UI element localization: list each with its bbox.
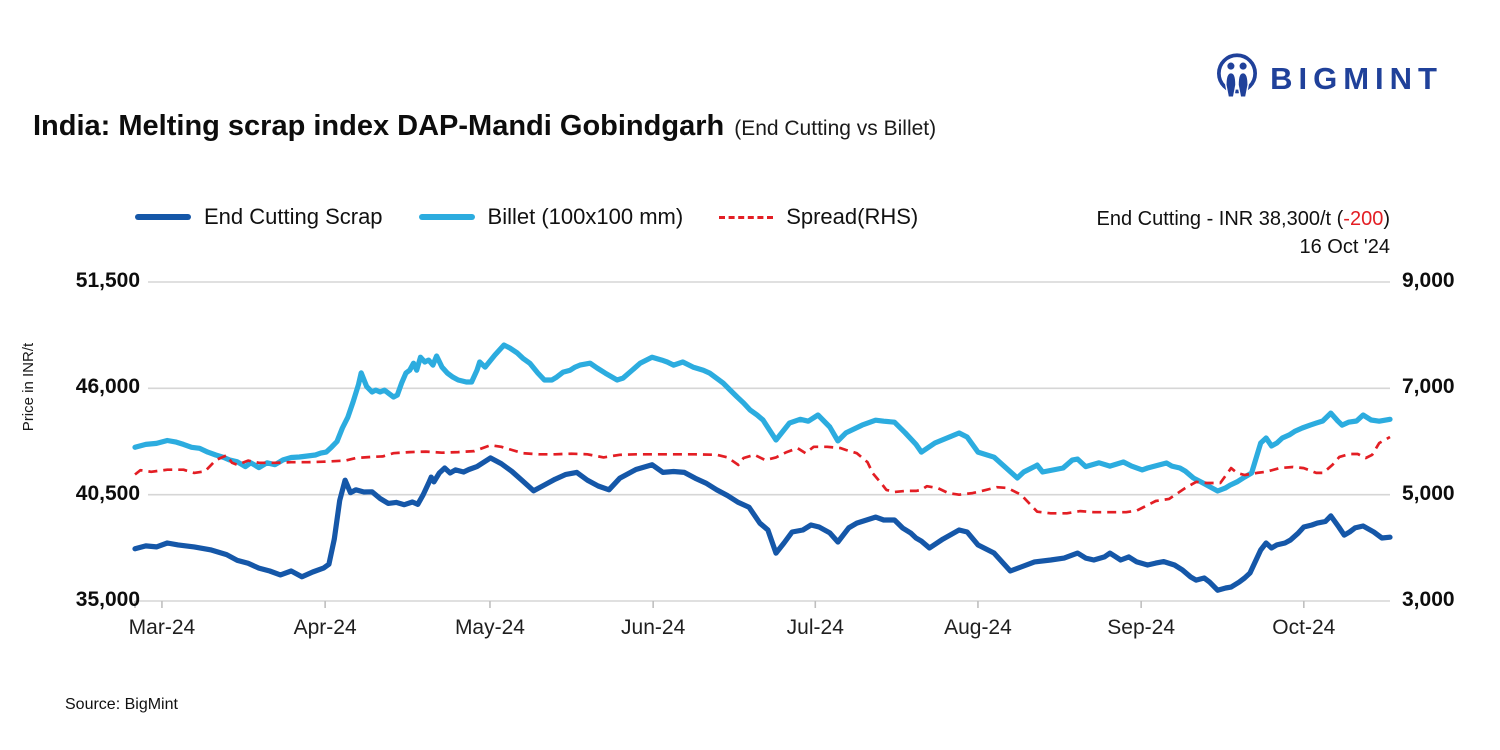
series-line-spread-rhs <box>134 435 1391 515</box>
bigmint-logo: BIGMINT <box>1214 50 1443 107</box>
legend-item-2: Spread(RHS) <box>719 204 918 230</box>
legend-swatch-line <box>135 214 191 220</box>
legend-item-1: Billet (100x100 mm) <box>418 204 684 230</box>
legend-item-0: End Cutting Scrap <box>135 204 383 230</box>
x-tick-label: Oct-24 <box>1272 616 1336 639</box>
x-tick-label: Sep-24 <box>1107 616 1175 639</box>
x-tick-label: Apr-24 <box>293 616 357 639</box>
bigmint-logo-text: BIGMINT <box>1270 60 1443 96</box>
y-right-tick-label: 5,000 <box>1402 481 1455 505</box>
source-note: Source: BigMint <box>65 696 178 713</box>
y-right-tick-label: 3,000 <box>1402 588 1455 611</box>
x-tick-label: May-24 <box>454 616 525 639</box>
annotation-price-line: End Cutting - INR 38,300/t (-200) <box>1096 208 1391 230</box>
series-line-billet-100x100-mm <box>132 342 1393 494</box>
legend: End Cutting Scrap Billet (100x100 mm) Spre… <box>135 204 954 230</box>
chart-title-row: India: Melting scrap index DAP-Mandi Gob… <box>33 110 936 143</box>
annotation-change-value: -200 <box>1343 208 1384 230</box>
y-right-tick-label: 9,000 <box>1402 269 1455 292</box>
page-subtitle: (End Cutting vs Billet) <box>734 117 937 140</box>
legend-label: Spread(RHS) <box>786 204 919 229</box>
legend-swatch-dashed-line <box>719 215 774 219</box>
legend-label: End Cutting Scrap <box>204 204 383 229</box>
y-left-tick-label: 51,500 <box>75 269 140 292</box>
x-tick-label: Aug-24 <box>944 616 1012 639</box>
latest-price-annotation: End Cutting - INR 38,300/t (-200) 16 Oct… <box>1097 205 1391 261</box>
y-left-tick-label: 46,000 <box>75 375 140 399</box>
y-right-tick-label: 7,000 <box>1402 375 1455 399</box>
legend-swatch-line <box>418 214 475 220</box>
series-line-end-cutting-scrap <box>132 455 1393 593</box>
bigmint-logo-icon <box>1214 50 1260 107</box>
y-left-tick-label: 35,000 <box>75 588 140 611</box>
y-left-tick-label: 40,500 <box>75 481 140 505</box>
annotation-date: 16 Oct '24 <box>1299 236 1390 258</box>
x-tick-label: Jun-24 <box>621 616 686 639</box>
legend-label: Billet (100x100 mm) <box>487 204 684 229</box>
x-tick-label: Jul-24 <box>786 616 844 639</box>
page-title: India: Melting scrap index DAP-Mandi Gob… <box>33 110 725 142</box>
x-tick-label: Mar-24 <box>128 616 196 639</box>
